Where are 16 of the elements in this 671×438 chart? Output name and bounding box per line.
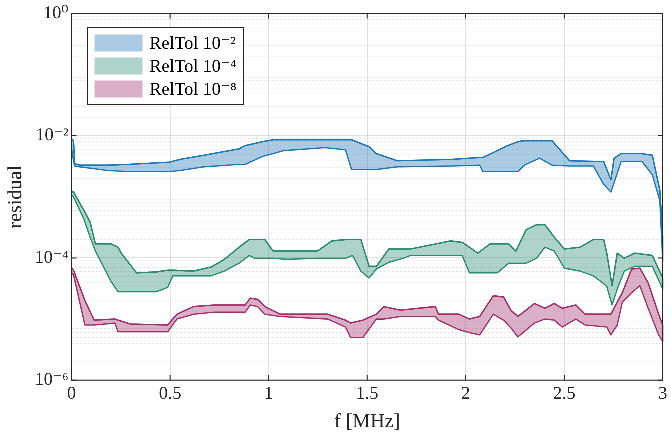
x-tick-label: 1.5 — [356, 382, 379, 403]
x-axis-title: f [MHz] — [334, 410, 400, 432]
x-tick-label: 0.5 — [159, 382, 182, 403]
x-tick-label: 1 — [264, 382, 274, 403]
legend-label: RelTol 10⁻⁴ — [150, 56, 237, 76]
legend-label: RelTol 10⁻² — [150, 33, 236, 54]
x-tick-label: 3 — [658, 382, 668, 403]
y-tick-label: 10⁻⁴ — [34, 246, 69, 267]
y-axis-title: residual — [4, 165, 26, 229]
legend-label: RelTol 10⁻⁸ — [150, 79, 237, 100]
x-tick-label: 2 — [461, 382, 470, 403]
y-tick-label: 10⁰ — [44, 2, 69, 23]
x-tick-label: 0 — [67, 382, 76, 403]
y-tick-label: 10⁻² — [36, 124, 69, 145]
y-tick-label: 10⁻⁶ — [34, 369, 69, 390]
x-tick-label: 2.5 — [553, 382, 576, 403]
